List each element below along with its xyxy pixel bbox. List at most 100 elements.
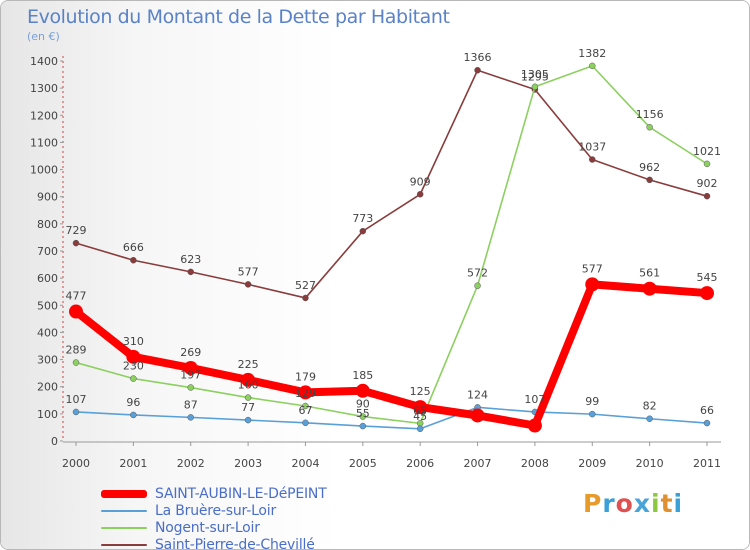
proxiti-logo: Proxiti <box>583 489 683 518</box>
data-point <box>244 416 252 424</box>
y-tick-label: 1000 <box>30 164 58 177</box>
x-tick-label: 2010 <box>636 457 664 470</box>
y-tick-label: 700 <box>37 245 58 258</box>
data-point <box>302 402 309 410</box>
data-label: 269 <box>180 346 201 359</box>
x-tick-label: 2002 <box>177 457 205 470</box>
data-point <box>359 422 367 430</box>
x-tick-label: 2006 <box>406 457 434 470</box>
data-label: 310 <box>123 335 144 348</box>
data-label: 666 <box>123 241 144 254</box>
series-line-1 <box>75 406 708 430</box>
data-point <box>72 408 80 416</box>
data-label: 197 <box>180 369 201 382</box>
data-point <box>244 281 252 288</box>
data-point <box>355 383 370 398</box>
x-tick-label: 2000 <box>62 457 90 470</box>
data-point <box>187 414 194 421</box>
data-label: 65 <box>413 404 427 417</box>
data-label: 1305 <box>521 68 549 81</box>
data-label: 561 <box>639 267 660 280</box>
legend: SAINT-AUBIN-LE-DéPEINT La Bruère-sur-Loi… <box>101 485 327 549</box>
data-label: 55 <box>356 407 370 420</box>
y-tick-label: 1300 <box>30 82 58 95</box>
y-tick-label: 100 <box>37 408 58 421</box>
unit-label: (en €) <box>27 30 60 43</box>
y-tick-label: 600 <box>37 272 58 285</box>
data-label: 77 <box>241 401 255 414</box>
data-point <box>130 411 137 419</box>
data-point <box>302 294 309 302</box>
legend-item: La Bruère-sur-Loir <box>101 502 327 519</box>
data-point <box>470 408 485 423</box>
data-point <box>302 419 309 427</box>
data-point <box>589 156 596 163</box>
series-line-2 <box>75 65 708 425</box>
data-label: 545 <box>697 271 718 284</box>
data-point <box>474 282 481 289</box>
data-label: 1295 <box>521 71 549 84</box>
chart-title: Evolution du Montant de la Dette par Hab… <box>27 6 450 28</box>
logo-letter: P <box>583 489 603 518</box>
data-point <box>69 304 83 319</box>
series-line-0 <box>72 280 711 430</box>
y-tick-label: 200 <box>37 381 58 394</box>
data-point <box>416 191 424 198</box>
data-point <box>241 372 256 387</box>
data-point <box>416 425 424 433</box>
data-point <box>130 256 137 264</box>
data-label: 729 <box>66 224 87 237</box>
data-point <box>187 384 194 391</box>
legend-swatch <box>101 509 147 512</box>
legend-label: SAINT-AUBIN-LE-DéPEINT <box>155 485 327 502</box>
legend-label: Nogent-sur-Loir <box>155 519 260 536</box>
data-label: 230 <box>123 360 144 373</box>
legend-swatch <box>101 526 147 529</box>
data-label: 82 <box>643 400 657 413</box>
data-point <box>527 418 542 433</box>
data-label: 45 <box>413 410 427 423</box>
data-label: 129 <box>295 387 316 400</box>
data-point <box>130 375 137 382</box>
data-label: 962 <box>639 161 660 174</box>
data-point <box>359 413 367 420</box>
legend-item: Nogent-sur-Loir <box>101 519 327 536</box>
y-tick-label: 800 <box>37 218 58 231</box>
y-tick-label: 1400 <box>30 55 58 68</box>
y-tick-label: 1200 <box>30 109 58 122</box>
data-label: 225 <box>238 358 259 371</box>
y-tick-label: 500 <box>37 299 58 312</box>
data-point <box>703 419 711 427</box>
data-label: 902 <box>697 177 718 190</box>
data-label: 773 <box>352 212 373 225</box>
data-point <box>642 281 657 296</box>
logo-letter: x <box>633 489 651 518</box>
line-chart: 0 100 200 300 400 500 600 700 800 900 1000 1100 1200… <box>30 47 721 470</box>
data-point <box>298 385 313 400</box>
data-point <box>244 394 252 401</box>
data-point <box>589 410 596 418</box>
data-label: 107 <box>524 393 545 406</box>
data-point <box>183 360 198 375</box>
logo-letter: i <box>651 489 661 518</box>
data-label: 160 <box>238 379 259 392</box>
x-tick-label: 2001 <box>119 457 147 470</box>
series-line-3 <box>75 69 708 299</box>
data-point <box>646 176 653 184</box>
x-tick-label: 2005 <box>349 457 377 470</box>
logo-letter: o <box>615 489 634 518</box>
y-tick-label: 1100 <box>30 136 58 149</box>
y-tick-label: 0 <box>51 435 58 448</box>
data-label: 1156 <box>636 108 664 121</box>
data-point <box>413 400 428 415</box>
data-point <box>187 268 194 276</box>
data-label: 577 <box>238 265 259 278</box>
data-label: 87 <box>184 398 198 411</box>
data-point <box>126 349 141 364</box>
data-label: 909 <box>410 175 431 188</box>
y-tick-label: 300 <box>37 354 58 367</box>
data-label: 66 <box>700 404 714 417</box>
data-label: 96 <box>126 396 140 409</box>
